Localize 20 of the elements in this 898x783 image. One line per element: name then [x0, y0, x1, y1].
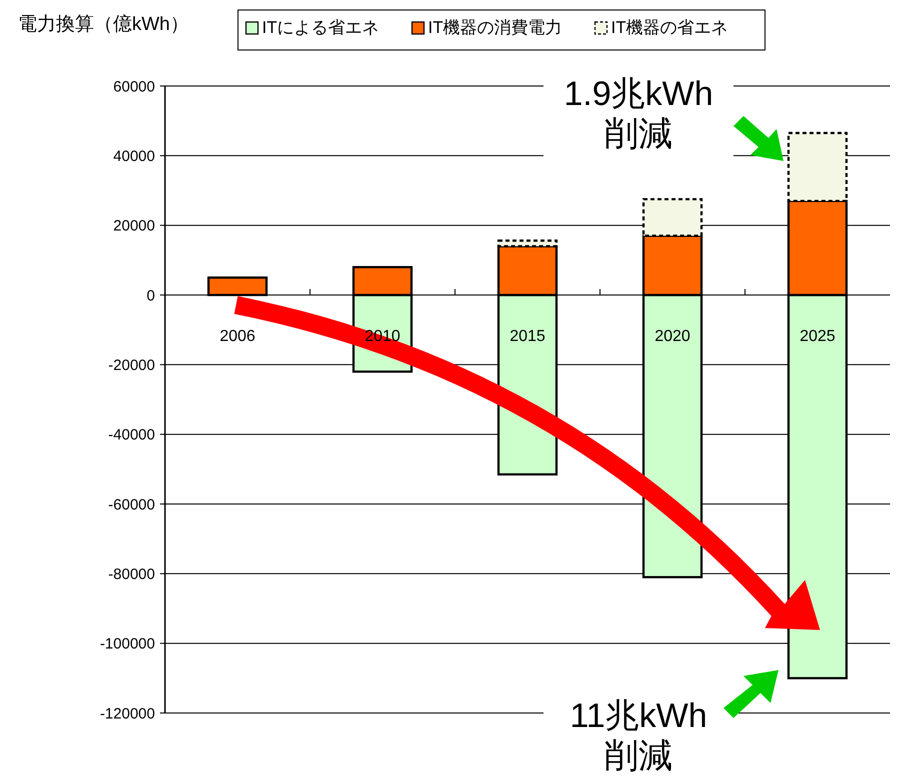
- legend-label: IT機器の省エネ: [611, 18, 728, 37]
- x-tick-label: 2006: [220, 328, 256, 345]
- y-tick-label: 0: [146, 287, 155, 304]
- y-tick-label: 20000: [113, 218, 155, 235]
- y-axis-title: 電力換算（億kWh）: [18, 14, 189, 35]
- annotation: 1.9兆kWh 削減: [564, 75, 714, 153]
- y-tick-label: -100000: [100, 636, 155, 653]
- y-tick-label: 60000: [113, 78, 155, 96]
- y-tick-label: -40000: [108, 426, 155, 444]
- y-tick-label: 40000: [113, 148, 155, 165]
- annotation: 11兆kWh 削減: [570, 697, 708, 775]
- legend-label: IT機器の消費電力: [428, 18, 562, 37]
- x-tick-label: 2025: [800, 328, 836, 345]
- y-tick-label: -80000: [108, 566, 155, 583]
- legend-label: ITによる省エネ: [262, 18, 380, 37]
- y-tick-label: -20000: [108, 356, 155, 374]
- x-tick-label: 2015: [510, 328, 546, 345]
- x-tick-label: 2020: [654, 328, 690, 345]
- y-tick-label: -120000: [100, 705, 155, 722]
- y-tick-label: -60000: [108, 496, 155, 514]
